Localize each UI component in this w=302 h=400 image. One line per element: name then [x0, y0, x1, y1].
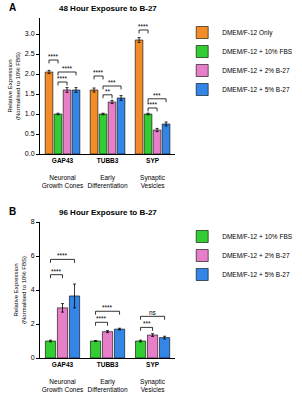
- svg-text:****: ****: [147, 101, 158, 108]
- svg-text:***: ***: [143, 320, 151, 327]
- svg-text:Relative Expression(Normalised: Relative Expression(Normalised to 10% FB…: [13, 256, 27, 324]
- svg-text:DMEM/F-12 + 2% B-27: DMEM/F-12 + 2% B-27: [222, 67, 290, 74]
- svg-text:6: 6: [31, 252, 35, 259]
- svg-text:DMEM/F-12 + 5% B-27: DMEM/F-12 + 5% B-27: [222, 271, 290, 278]
- svg-text:3.0: 3.0: [25, 30, 35, 37]
- svg-text:8: 8: [31, 218, 35, 225]
- svg-text:DMEM/F-12 + 2% B-27: DMEM/F-12 + 2% B-27: [222, 252, 290, 259]
- svg-text:****: ****: [93, 69, 104, 76]
- svg-text:Relative Expression(Normalised: Relative Expression(Normalised to 10% FB…: [7, 52, 21, 120]
- svg-text:****: ****: [51, 268, 62, 275]
- svg-text:****: ****: [62, 65, 73, 72]
- svg-text:****: ****: [57, 252, 68, 259]
- svg-text:2.5: 2.5: [25, 50, 35, 57]
- svg-text:0.5: 0.5: [25, 130, 35, 137]
- svg-text:96 Hour Exposure to B-27: 96 Hour Exposure to B-27: [59, 208, 157, 217]
- svg-text:GAP43NeuronalGrowth Cones: GAP43NeuronalGrowth Cones: [42, 361, 84, 393]
- svg-text:ns: ns: [149, 309, 157, 316]
- svg-text:2.0: 2.0: [25, 70, 35, 77]
- svg-text:48 Hour Exposure to B-27: 48 Hour Exposure to B-27: [59, 4, 157, 13]
- svg-text:1.0: 1.0: [25, 110, 35, 117]
- svg-text:DMEM/F-12 + 10% FBS: DMEM/F-12 + 10% FBS: [222, 48, 293, 55]
- svg-text:****: ****: [102, 304, 113, 311]
- svg-text:**: **: [105, 88, 111, 95]
- svg-text:SYPSynapticVesicles: SYPSynapticVesicles: [140, 157, 166, 189]
- svg-text:TUBB3EarlyDifferentiation: TUBB3EarlyDifferentiation: [88, 361, 128, 393]
- svg-text:SYPSynapticVesicles: SYPSynapticVesicles: [140, 361, 166, 393]
- svg-text:TUBB3EarlyDifferentiation: TUBB3EarlyDifferentiation: [88, 157, 128, 189]
- svg-text:****: ****: [96, 315, 107, 322]
- svg-text:A: A: [9, 2, 16, 13]
- svg-text:****: ****: [48, 53, 59, 60]
- svg-text:DMEM/F-12 Only: DMEM/F-12 Only: [222, 29, 273, 37]
- svg-text:GAP43NeuronalGrowth Cones: GAP43NeuronalGrowth Cones: [42, 157, 84, 189]
- svg-text:***: ***: [108, 79, 116, 86]
- svg-text:1.5: 1.5: [25, 90, 35, 97]
- svg-text:0: 0: [31, 354, 35, 361]
- svg-text:2: 2: [31, 320, 35, 327]
- svg-text:DMEM/F-12 + 5% B-27: DMEM/F-12 + 5% B-27: [222, 86, 290, 93]
- svg-text:DMEM/F-12 + 10% FBS: DMEM/F-12 + 10% FBS: [222, 233, 293, 240]
- svg-text:***: ***: [153, 92, 161, 99]
- svg-text:B: B: [9, 206, 16, 217]
- svg-text:0.0: 0.0: [25, 150, 35, 157]
- svg-text:****: ****: [138, 23, 149, 30]
- svg-text:****: ****: [57, 75, 68, 82]
- svg-text:4: 4: [31, 286, 35, 293]
